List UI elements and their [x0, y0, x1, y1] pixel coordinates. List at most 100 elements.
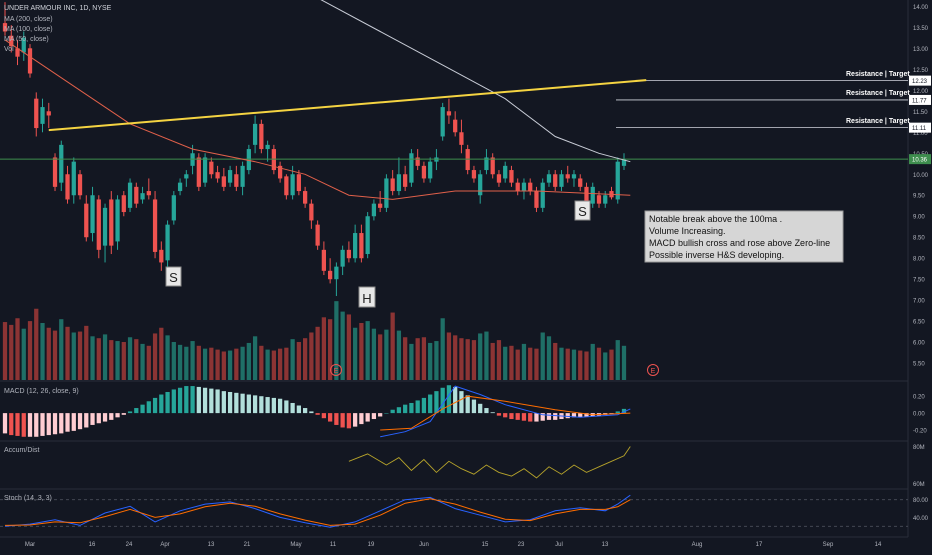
- macd-histogram-bar: [528, 413, 533, 422]
- candle: [2, 2, 8, 36]
- earnings-marker-2[interactable]: E: [647, 364, 659, 376]
- volume-bar: [234, 348, 239, 380]
- macd-histogram-bar: [84, 413, 89, 428]
- volume-bar: [109, 340, 114, 380]
- macd-histogram-bar: [40, 413, 45, 436]
- volume-bar: [146, 345, 151, 380]
- macd-histogram-bar: [353, 413, 358, 427]
- candle: [471, 165, 477, 183]
- volume-bar: [302, 338, 308, 380]
- candle: [184, 170, 189, 187]
- volume-bar: [277, 348, 283, 380]
- price-label-text: 11.77: [912, 98, 927, 104]
- candle-body: [440, 107, 445, 137]
- earnings-marker-1[interactable]: E: [330, 364, 342, 376]
- price-tick: 10.00: [913, 173, 929, 179]
- candle-body: [390, 178, 395, 192]
- macd-histogram-bar: [565, 413, 570, 419]
- time-tick: 21: [244, 542, 251, 548]
- candle-body: [496, 174, 502, 183]
- macd-histogram-bar: [196, 386, 201, 414]
- candle-body: [521, 182, 527, 192]
- candle-body: [265, 144, 270, 150]
- candle: [46, 102, 51, 129]
- volume-bar: [403, 337, 408, 380]
- candle-body: [353, 233, 358, 259]
- volume-bar: [296, 342, 301, 380]
- price-label-text: 10.36: [912, 158, 928, 164]
- volume-bar: [453, 335, 458, 380]
- candle-body: [227, 170, 233, 183]
- volume-bar: [190, 341, 195, 380]
- candle-body: [290, 174, 295, 196]
- candle: [159, 241, 164, 271]
- candle: [428, 157, 433, 183]
- volume-bar: [71, 332, 76, 380]
- macd-histogram-bar: [227, 391, 233, 414]
- ma100-legend: MA (100, close): [4, 26, 53, 33]
- candle: [346, 241, 352, 263]
- volume-bar: [353, 327, 358, 380]
- candle-body: [596, 195, 602, 204]
- candle-body: [159, 249, 164, 263]
- volume-bar: [484, 331, 489, 380]
- macd-histogram-bar: [265, 397, 270, 414]
- candle-body: [321, 249, 327, 271]
- ma200-legend: MA (200, close): [4, 16, 53, 23]
- candle-body: [146, 191, 151, 196]
- volume-bar: [284, 347, 289, 380]
- volume-bar: [2, 322, 8, 380]
- candle: [71, 157, 76, 204]
- candle-body: [421, 165, 427, 179]
- candle: [227, 165, 233, 187]
- time-tick: 13: [208, 542, 215, 548]
- macd-histogram-bar: [484, 408, 489, 414]
- volume-bar: [40, 323, 45, 380]
- time-tick: 15: [482, 542, 489, 548]
- candle-body: [346, 249, 352, 259]
- macd-signal-line: [380, 395, 631, 431]
- resistance-label-3: Resistance | Target: [846, 118, 910, 125]
- candle: [421, 161, 427, 183]
- macd-histogram-bar: [390, 409, 395, 414]
- volume-bar: [334, 301, 339, 380]
- candle-body: [553, 174, 558, 187]
- price-tick: 12.00: [913, 89, 929, 95]
- volume-bar: [215, 349, 220, 380]
- volume-bars: [2, 301, 627, 380]
- candle: [309, 199, 314, 229]
- time-tick: Aug: [692, 542, 703, 548]
- ma50-line: [4, 39, 631, 200]
- candle-body: [540, 182, 545, 208]
- volume-bar: [140, 343, 145, 380]
- macd-histogram-bar: [259, 396, 264, 414]
- volume-bar: [171, 342, 176, 380]
- stoch-label: Stoch (14, 3, 3): [4, 495, 52, 502]
- candle: [171, 191, 176, 225]
- candle-body: [334, 266, 339, 280]
- volume-bar: [390, 312, 395, 380]
- candle: [440, 102, 445, 141]
- candle-body: [140, 193, 145, 200]
- macd-histogram-bar: [215, 389, 220, 414]
- volume-bar: [621, 345, 627, 380]
- macd-tick: 0.20: [913, 395, 925, 401]
- macd-histogram-bar: [284, 400, 289, 414]
- price-tick: 7.00: [913, 299, 925, 305]
- volume-bar: [521, 343, 527, 380]
- candle-body: [471, 170, 477, 179]
- candle-body: [284, 176, 289, 196]
- candle-body: [115, 199, 120, 242]
- volume-bar: [115, 341, 120, 380]
- volume-bar: [152, 333, 158, 380]
- candle-body: [484, 157, 489, 171]
- macd-histogram-bar: [159, 394, 164, 414]
- macd-histogram-bar: [77, 413, 83, 430]
- macd-histogram-bar: [165, 391, 170, 414]
- candle: [334, 262, 339, 297]
- pattern-label-right-shoulder: S: [574, 200, 591, 221]
- volume-bar: [246, 342, 251, 380]
- candle: [77, 170, 83, 200]
- candle-body: [559, 174, 564, 187]
